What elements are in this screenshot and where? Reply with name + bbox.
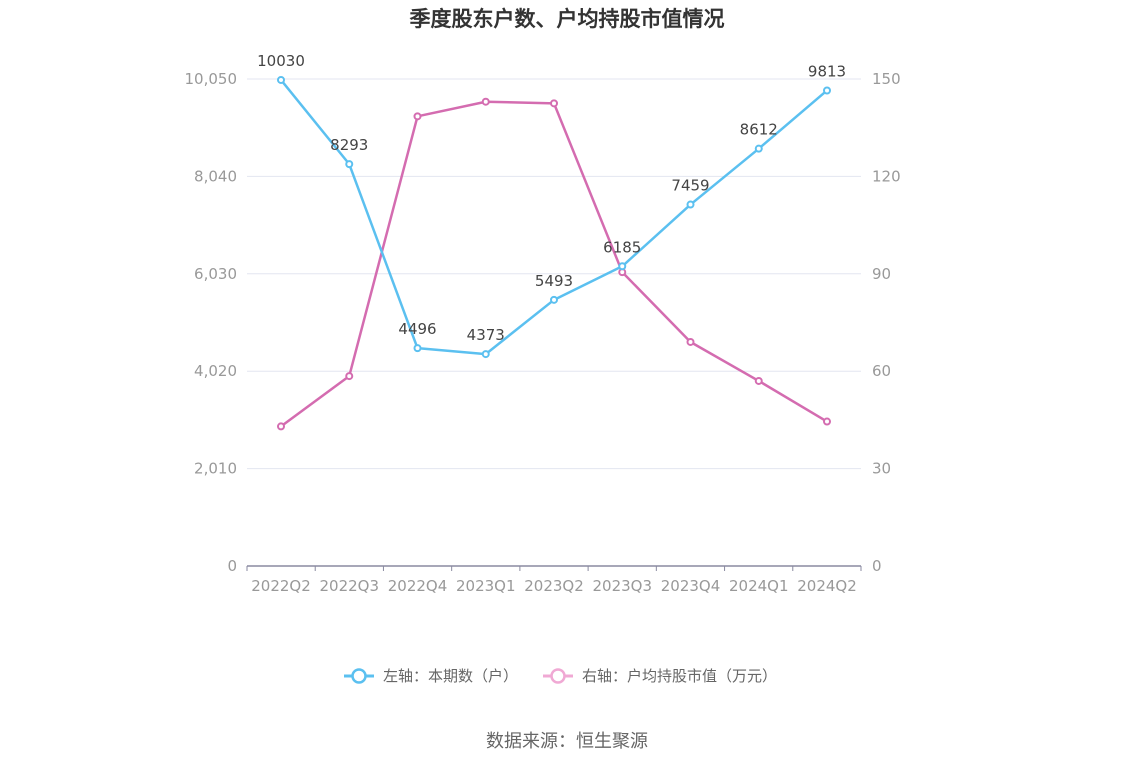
avg-value-point[interactable] <box>481 97 490 106</box>
right-tick-label: 60 <box>872 362 891 380</box>
left-tick-label: 4,020 <box>194 362 237 380</box>
holders-point[interactable] <box>413 344 422 353</box>
data-label: 10030 <box>257 52 305 70</box>
avg-value-point[interactable] <box>345 372 354 381</box>
avg-value-point[interactable] <box>823 417 831 426</box>
right-tick-label: 30 <box>872 460 891 478</box>
legend-right-marker-icon <box>550 668 566 684</box>
data-label: 5493 <box>535 272 573 290</box>
left-axis-ticks: 0 2,010 4,020 6,030 8,040 10,050 <box>185 70 238 575</box>
left-tick-label: 10,050 <box>185 70 238 88</box>
x-tick-label: 2022Q3 <box>319 577 379 595</box>
left-tick-label: 0 <box>227 557 237 575</box>
avg-value-point[interactable] <box>277 422 285 431</box>
chart-title: 季度股东户数、户均持股市值情况 <box>410 7 725 31</box>
x-tick-label: 2024Q1 <box>729 577 789 595</box>
holders-point[interactable] <box>345 160 354 169</box>
data-labels: 10030 8293 4496 4373 5493 6185 7459 8612 9813 <box>257 52 846 344</box>
data-label: 8293 <box>330 136 368 154</box>
legend-item-left[interactable]: 左轴：本期数（户） <box>344 667 518 685</box>
left-tick-label: 8,040 <box>194 167 237 185</box>
holders-point[interactable] <box>823 86 831 95</box>
x-tick-label: 2023Q2 <box>524 577 584 595</box>
data-label: 9813 <box>808 62 846 80</box>
x-tick-label: 2022Q2 <box>251 577 311 595</box>
source-note: 数据来源：恒生聚源 <box>486 731 648 752</box>
x-tick-label: 2023Q1 <box>456 577 516 595</box>
avg-value-point[interactable] <box>686 337 695 346</box>
x-tick-label: 2022Q4 <box>388 577 448 595</box>
legend-left-label: 左轴：本期数（户） <box>383 667 518 685</box>
legend[interactable]: 左轴：本期数（户） 右轴：户均持股市值（万元） <box>344 667 777 685</box>
right-axis-ticks: 0 30 60 90 120 150 <box>872 70 901 575</box>
holders-point[interactable] <box>550 295 558 304</box>
holders-point[interactable] <box>754 144 763 153</box>
x-tick-label: 2024Q2 <box>797 577 857 595</box>
holders-point[interactable] <box>618 262 627 271</box>
holders-point[interactable] <box>686 200 695 209</box>
x-tick-label: 2023Q3 <box>592 577 652 595</box>
right-tick-label: 0 <box>872 557 882 575</box>
data-label: 4373 <box>467 326 505 344</box>
holders-point[interactable] <box>277 75 285 84</box>
avg-value-point[interactable] <box>413 112 422 121</box>
avg-value-point[interactable] <box>754 376 763 385</box>
data-label: 4496 <box>398 320 436 338</box>
holders-point[interactable] <box>481 350 490 359</box>
x-axis-ticks: 2022Q2 2022Q3 2022Q4 2023Q1 2023Q2 2023Q3 2023… <box>246 566 862 595</box>
data-label: 6185 <box>603 238 641 256</box>
right-tick-label: 90 <box>872 265 891 283</box>
avg-value-point[interactable] <box>550 99 558 108</box>
data-label: 7459 <box>671 177 709 195</box>
left-tick-label: 6,030 <box>194 265 237 283</box>
legend-item-right[interactable]: 右轴：户均持股市值（万元） <box>543 667 777 685</box>
x-tick-label: 2023Q4 <box>661 577 721 595</box>
series-layer <box>277 75 831 431</box>
data-label: 8612 <box>740 121 778 139</box>
legend-left-marker-icon <box>351 668 367 684</box>
right-tick-label: 150 <box>872 70 901 88</box>
right-tick-label: 120 <box>872 167 901 185</box>
legend-right-label: 右轴：户均持股市值（万元） <box>582 667 777 685</box>
left-tick-label: 2,010 <box>194 460 237 478</box>
